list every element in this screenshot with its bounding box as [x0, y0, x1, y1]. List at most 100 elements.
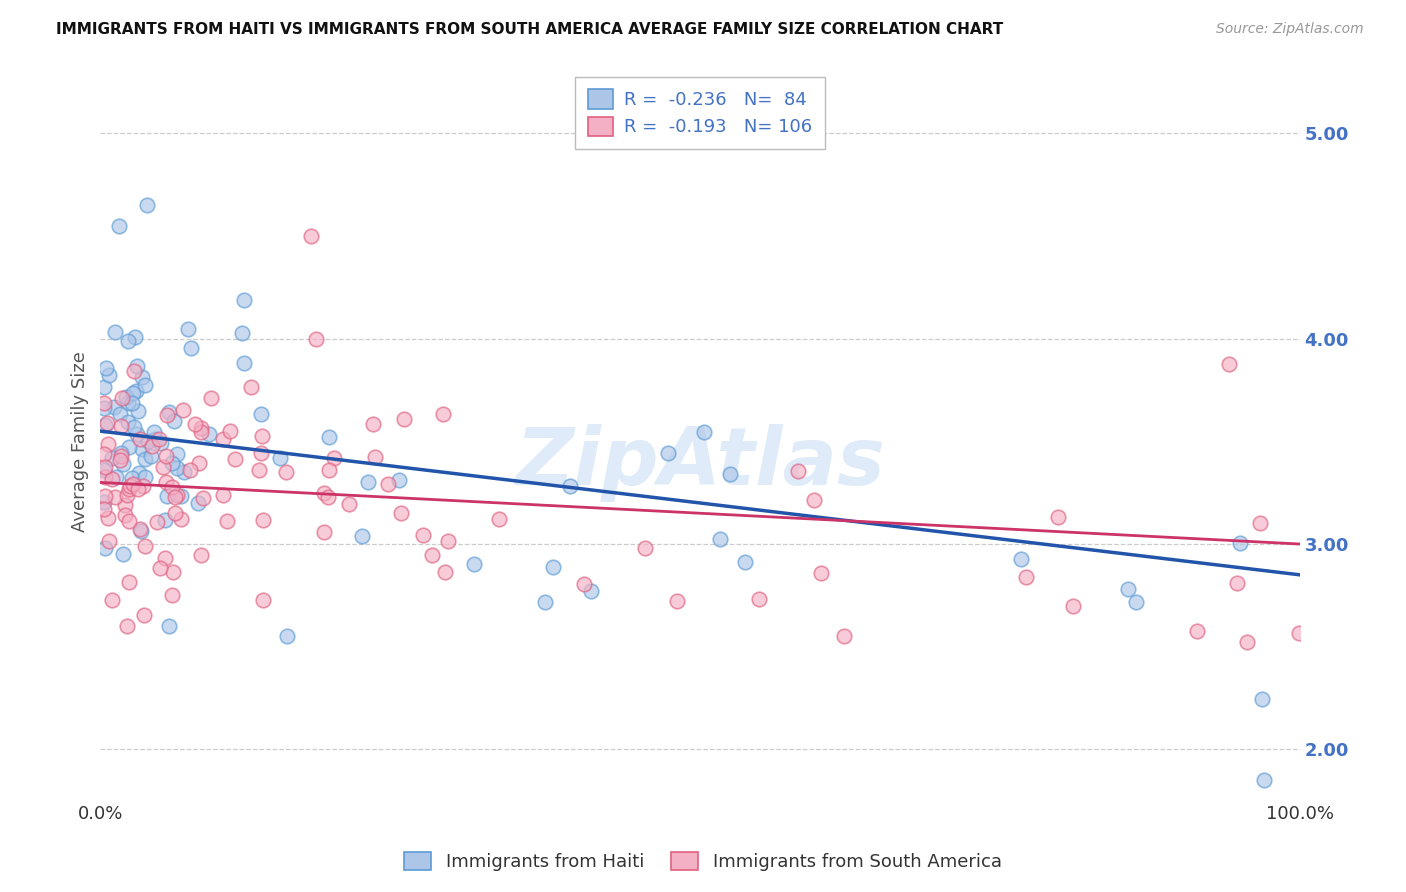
Point — [170, 489, 193, 503]
Point — [111, 547, 134, 561]
Point — [337, 497, 360, 511]
Point — [148, 432, 170, 446]
Point — [118, 514, 141, 528]
Point — [1253, 773, 1275, 788]
Point — [134, 539, 156, 553]
Point — [93, 380, 115, 394]
Point — [125, 359, 148, 373]
Point — [127, 482, 149, 496]
Point — [110, 453, 132, 467]
Point — [97, 437, 120, 451]
Point — [1249, 516, 1271, 530]
Point — [250, 429, 273, 443]
Point — [1187, 624, 1209, 638]
Point — [131, 442, 153, 456]
Point — [187, 456, 209, 470]
Point — [166, 447, 188, 461]
Point — [634, 541, 657, 555]
Point — [276, 629, 298, 643]
Point — [155, 475, 177, 489]
Point — [156, 409, 179, 423]
Point — [392, 412, 415, 426]
Point — [233, 293, 256, 307]
Point — [173, 465, 195, 479]
Point — [153, 551, 176, 566]
Point — [1229, 536, 1251, 550]
Point — [437, 533, 460, 548]
Point — [1250, 691, 1272, 706]
Point — [134, 608, 156, 623]
Point — [93, 495, 115, 509]
Legend: R =  -0.236   N=  84, R =  -0.193   N= 106: R = -0.236 N= 84, R = -0.193 N= 106 — [575, 77, 825, 149]
Point — [666, 594, 689, 608]
Point — [231, 326, 253, 341]
Point — [103, 400, 125, 414]
Point — [169, 512, 191, 526]
Point — [104, 326, 127, 340]
Point — [274, 465, 297, 479]
Point — [318, 430, 340, 444]
Point — [131, 370, 153, 384]
Point — [1062, 599, 1084, 613]
Point — [157, 405, 180, 419]
Point — [249, 446, 271, 460]
Point — [101, 451, 124, 466]
Point — [145, 432, 167, 446]
Point — [98, 534, 121, 549]
Text: IMMIGRANTS FROM HAITI VS IMMIGRANTS FROM SOUTH AMERICA AVERAGE FAMILY SIZE CORRE: IMMIGRANTS FROM HAITI VS IMMIGRANTS FROM… — [56, 22, 1004, 37]
Point — [136, 434, 159, 448]
Point — [533, 595, 555, 609]
Point — [1118, 582, 1140, 597]
Point — [105, 470, 128, 484]
Point — [1015, 570, 1038, 584]
Point — [832, 629, 855, 643]
Point — [709, 532, 731, 546]
Point — [166, 487, 188, 501]
Point — [1225, 576, 1247, 591]
Point — [212, 488, 235, 502]
Point — [432, 407, 454, 421]
Point — [748, 592, 770, 607]
Point — [149, 561, 172, 575]
Point — [128, 466, 150, 480]
Point — [323, 450, 346, 465]
Point — [129, 524, 152, 538]
Point — [211, 432, 233, 446]
Point — [1047, 510, 1070, 524]
Point — [124, 329, 146, 343]
Point — [190, 549, 212, 563]
Point — [157, 619, 180, 633]
Point — [1010, 552, 1032, 566]
Point — [543, 560, 565, 574]
Point — [163, 414, 186, 428]
Point — [93, 463, 115, 477]
Point — [433, 565, 456, 579]
Point — [135, 198, 157, 212]
Point — [122, 364, 145, 378]
Point — [93, 396, 115, 410]
Point — [734, 556, 756, 570]
Point — [693, 425, 716, 439]
Point — [787, 464, 810, 478]
Point — [190, 425, 212, 439]
Point — [810, 566, 832, 580]
Point — [104, 491, 127, 505]
Point — [129, 432, 152, 446]
Point — [488, 512, 510, 526]
Point — [316, 491, 339, 505]
Point — [166, 461, 188, 475]
Point — [93, 501, 115, 516]
Point — [134, 470, 156, 484]
Point — [96, 416, 118, 430]
Point — [128, 522, 150, 536]
Point — [96, 361, 118, 376]
Point — [422, 549, 444, 563]
Point — [198, 426, 221, 441]
Point — [172, 403, 194, 417]
Point — [115, 619, 138, 633]
Point — [108, 407, 131, 421]
Point — [110, 446, 132, 460]
Point — [165, 506, 187, 520]
Point — [143, 425, 166, 439]
Point — [93, 446, 115, 460]
